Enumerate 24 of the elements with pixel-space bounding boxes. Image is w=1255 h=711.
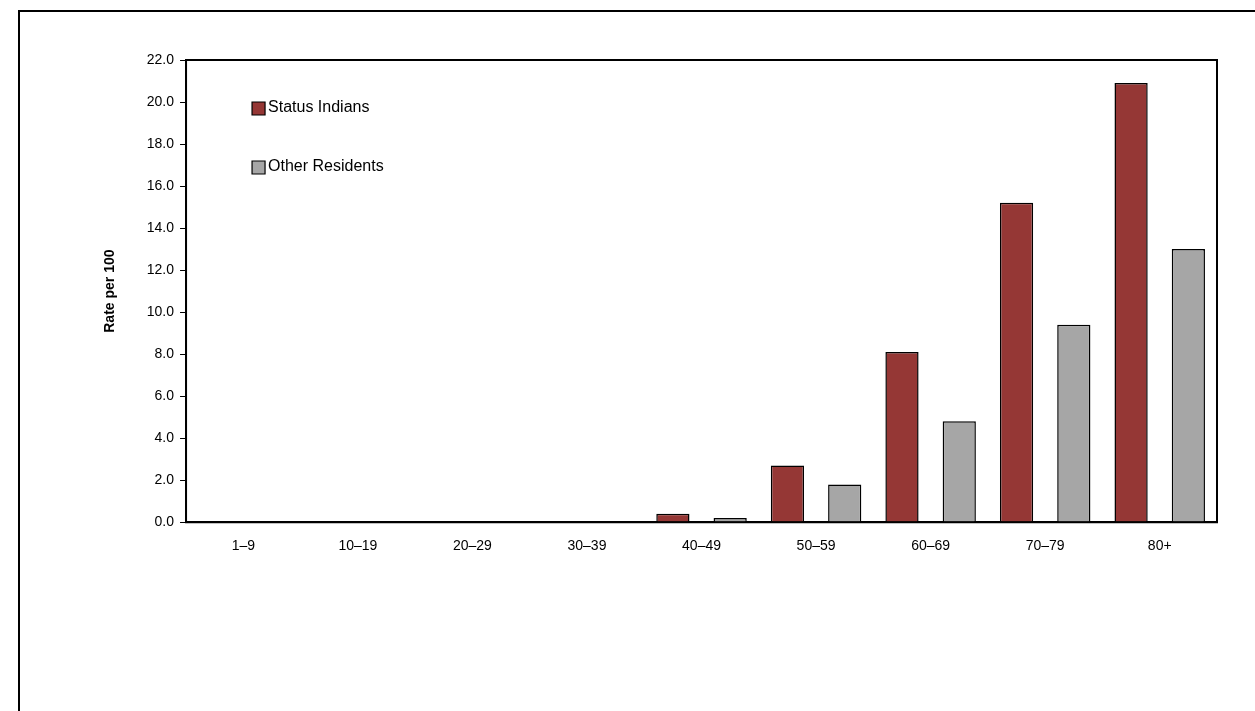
y-axis-title: Rate per 100 — [101, 249, 118, 333]
legend-label: Status Indians — [268, 98, 370, 116]
y-tick-label: 18.0 — [146, 134, 175, 151]
y-tick-label: 14.0 — [146, 218, 175, 235]
legend-label: Other Residents — [268, 157, 384, 175]
y-tick-label: 0.0 — [154, 513, 175, 530]
y-tick-label: 12.0 — [146, 260, 175, 277]
x-tick-label: 50–59 — [796, 537, 836, 554]
x-tick-label: 30–39 — [567, 537, 607, 554]
y-tick-label: 2.0 — [154, 471, 175, 488]
y-tick-label: 20.0 — [146, 92, 175, 109]
y-tick-label: 16.0 — [146, 176, 175, 193]
y-tick-label: 22.0 — [146, 50, 175, 67]
y-tick-label: 8.0 — [154, 344, 175, 361]
x-tick-label: 1–9 — [231, 537, 256, 554]
y-tick-label: 10.0 — [146, 302, 175, 319]
x-tick-label: 60–69 — [911, 537, 951, 554]
x-tick-label: 40–49 — [682, 537, 722, 554]
y-tick-label: 6.0 — [154, 387, 175, 403]
x-tick-label: 80+ — [1147, 537, 1172, 554]
x-tick-label: 10–19 — [338, 537, 378, 554]
x-tick-label: 20–29 — [452, 537, 493, 554]
y-tick-label: 4.0 — [154, 429, 175, 446]
x-tick-label: 70–79 — [1025, 537, 1065, 554]
